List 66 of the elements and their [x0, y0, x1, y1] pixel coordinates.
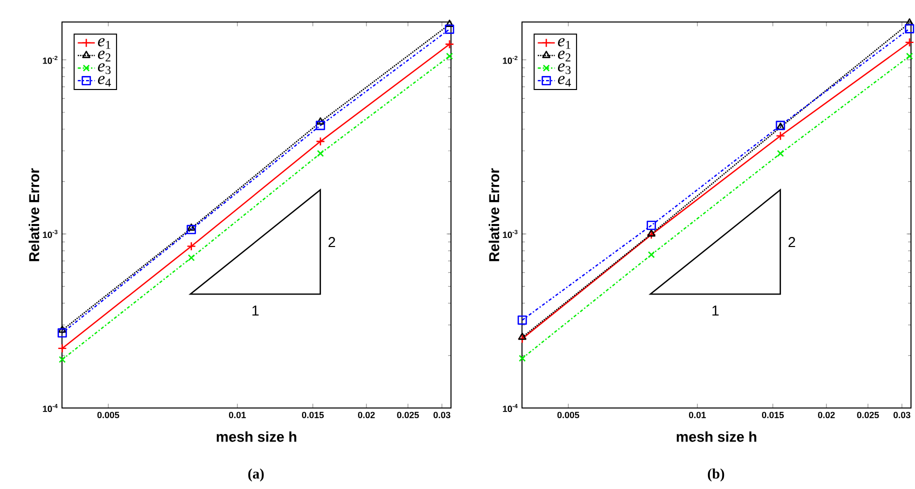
point	[444, 24, 454, 34]
annotation: 2	[328, 237, 336, 248]
legend-label: e$_{1}$	[558, 38, 570, 49]
point	[58, 344, 67, 354]
point	[905, 18, 914, 26]
point	[444, 40, 454, 49]
point	[646, 230, 656, 240]
y-tick-label: 10$^{-2}$	[502, 56, 518, 64]
point	[518, 354, 526, 362]
y-tick-label: 10$^{-4}$	[42, 404, 58, 412]
x-tick-label: 0.005	[97, 412, 120, 418]
point	[647, 229, 656, 237]
point	[518, 334, 527, 344]
point	[906, 52, 913, 60]
x-tick-label: 0.02	[358, 412, 375, 418]
y-axis-title: Relative Error	[28, 168, 40, 262]
legend-label: e$_{3}$	[98, 63, 111, 74]
legend-label: e$_{2}$	[98, 50, 110, 62]
text: (a)	[248, 468, 264, 482]
point	[518, 332, 526, 340]
x-axis-title: mesh size h	[676, 431, 756, 442]
x-tick-label: 0.015	[762, 412, 784, 418]
point	[186, 242, 196, 251]
point	[904, 38, 914, 48]
annotation: 1	[712, 306, 719, 316]
y-tick-label: 10$^{-3}$	[42, 230, 58, 238]
point	[58, 356, 66, 363]
y-tick-label: 10$^{-3}$	[502, 230, 518, 238]
point	[188, 254, 195, 262]
point	[186, 224, 196, 234]
point	[776, 150, 784, 157]
point	[58, 328, 67, 338]
point	[316, 120, 326, 130]
x-tick-label: 0.01	[688, 412, 706, 418]
point	[187, 223, 196, 231]
y-axis-title: Relative Error	[488, 168, 500, 262]
point	[316, 150, 324, 157]
x-tick-label: 0.03	[434, 412, 450, 418]
x-tick-label: 0.025	[397, 412, 419, 418]
x-tick-label: 0.025	[857, 412, 879, 418]
legend-label: e$_{4}$	[558, 76, 571, 87]
legend-label: e$_{3}$	[558, 63, 571, 74]
x-tick-label: 0.02	[818, 412, 835, 418]
x-tick-label: 0.005	[557, 412, 580, 418]
point	[518, 315, 527, 325]
point	[776, 131, 786, 140]
x-tick-label: 0.01	[228, 412, 246, 418]
point	[316, 136, 326, 146]
legend-label: e$_{1}$	[98, 38, 110, 49]
point	[445, 20, 454, 27]
point	[648, 251, 655, 258]
legend-label: e$_{4}$	[98, 76, 111, 87]
text: (b)	[708, 468, 724, 482]
annotation: 2	[788, 237, 796, 248]
y-tick-label: 10$^{-2}$	[42, 56, 58, 64]
annotation: 1	[252, 306, 259, 316]
legend-label: e$_{2}$	[558, 50, 570, 62]
point	[646, 220, 656, 230]
x-axis-title: mesh size h	[216, 431, 296, 442]
point	[58, 326, 66, 333]
x-tick-label: 0.03	[894, 412, 910, 418]
x-tick-label: 0.015	[302, 412, 324, 418]
point	[316, 117, 325, 125]
y-tick-label: 10$^{-4}$	[502, 404, 518, 412]
point	[446, 52, 453, 60]
point	[904, 24, 914, 34]
